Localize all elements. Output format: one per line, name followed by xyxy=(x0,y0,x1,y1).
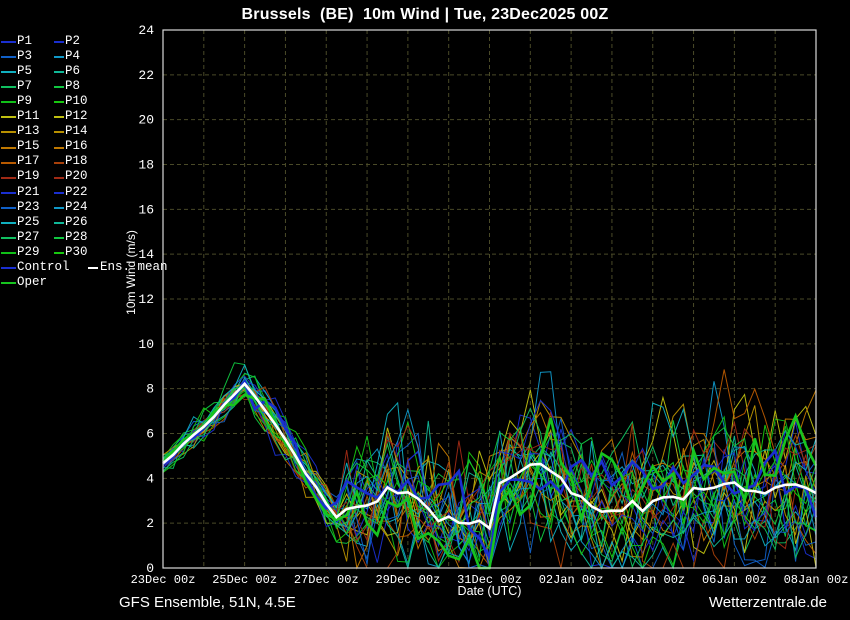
svg-text:2: 2 xyxy=(146,516,154,531)
svg-text:6: 6 xyxy=(146,427,154,442)
svg-text:10: 10 xyxy=(138,337,154,352)
svg-text:8: 8 xyxy=(146,382,154,397)
svg-text:4: 4 xyxy=(146,471,154,486)
